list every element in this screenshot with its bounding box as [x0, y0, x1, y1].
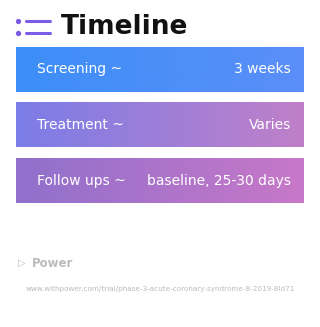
Text: Power: Power — [32, 257, 73, 270]
Text: Follow ups ~: Follow ups ~ — [37, 174, 125, 188]
Text: Varies: Varies — [249, 118, 291, 132]
Text: baseline, 25-30 days: baseline, 25-30 days — [147, 174, 291, 188]
Text: www.withpower.com/trial/phase-3-acute-coronary-syndrome-8-2019-8ld71: www.withpower.com/trial/phase-3-acute-co… — [25, 286, 295, 292]
Text: ▷: ▷ — [18, 258, 25, 268]
Text: Screening ~: Screening ~ — [37, 62, 122, 77]
Text: 3 weeks: 3 weeks — [235, 62, 291, 77]
Text: Treatment ~: Treatment ~ — [37, 118, 124, 132]
Text: Timeline: Timeline — [61, 14, 188, 40]
